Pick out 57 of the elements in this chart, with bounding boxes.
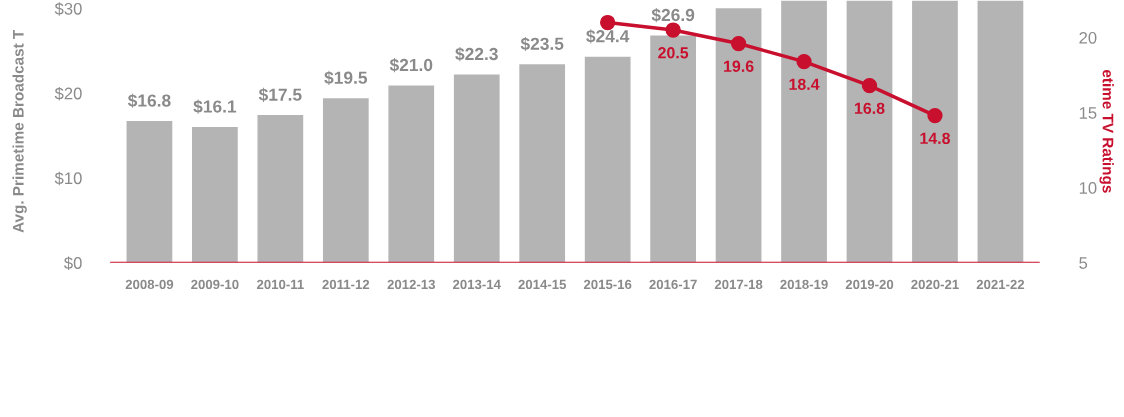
bar [779, 0, 829, 263]
point [861, 77, 878, 94]
data-label: $21.0 [389, 58, 433, 73]
bar [125, 119, 174, 263]
point [730, 35, 747, 52]
data-label: $16.8 [127, 93, 171, 108]
y2-axis-title: etime TV Ratings [1099, 69, 1114, 193]
x-tick-label: 2020-21 [911, 279, 959, 290]
y-axis-title: Avg. Primetime Broadcast T [12, 29, 27, 233]
x-tick-label: 2019-20 [845, 279, 894, 290]
point [665, 22, 681, 38]
data-label: 16.8 [854, 102, 885, 114]
data-label: $23.5 [520, 36, 564, 52]
bar [517, 62, 567, 263]
x-tick-label: 2017-18 [714, 279, 763, 290]
x-tick-label: 2009-10 [191, 279, 239, 290]
y2-tick-label: 15 [1079, 107, 1097, 119]
y-tick-label: $10 [54, 171, 82, 186]
data-label: $17.5 [258, 87, 302, 102]
x-tick-label: 2015-16 [583, 279, 632, 290]
data-label: $24.4 [586, 29, 630, 44]
x-tick-label: 2013-14 [452, 279, 501, 290]
x-tick-label: 2014-15 [518, 279, 567, 290]
data-label: $22.3 [455, 47, 498, 62]
bar [583, 55, 632, 263]
x-tick-label: 2021-22 [976, 279, 1025, 290]
y2-tick-label: 5 [1079, 257, 1088, 269]
data-label: 19.6 [724, 60, 754, 72]
point [927, 107, 943, 124]
y-tick-label: $0 [64, 256, 82, 270]
data-label: 14.8 [920, 132, 951, 144]
x-tick-label: 2016-17 [649, 279, 697, 290]
data-label: $19.5 [324, 70, 368, 85]
bar [976, 0, 1025, 263]
x-tick-label: 2011-12 [322, 279, 370, 290]
x-tick-label: 2018-19 [780, 279, 828, 290]
bar [452, 73, 501, 263]
x-tick-label: 2008-09 [125, 279, 174, 290]
x-tick-label: 2012-13 [387, 279, 436, 290]
bar [190, 125, 240, 263]
point [796, 53, 812, 70]
data-label: 20.5 [658, 47, 689, 59]
bar [845, 0, 894, 263]
bar [910, 0, 960, 263]
bar [648, 34, 698, 263]
data-label: $26.9 [651, 8, 695, 23]
bar [387, 84, 436, 263]
data-label: $16.1 [193, 99, 237, 114]
x-tick-label: 2010-11 [256, 279, 304, 290]
bar [321, 96, 371, 263]
bar [256, 113, 305, 263]
y2-tick-label: 20 [1079, 31, 1097, 44]
bar [714, 6, 763, 263]
data-label: 18.4 [789, 78, 820, 90]
y-tick-label: $20 [54, 86, 82, 101]
y-tick-label: $30 [54, 2, 82, 16]
y2-tick-label: 10 [1079, 182, 1097, 194]
